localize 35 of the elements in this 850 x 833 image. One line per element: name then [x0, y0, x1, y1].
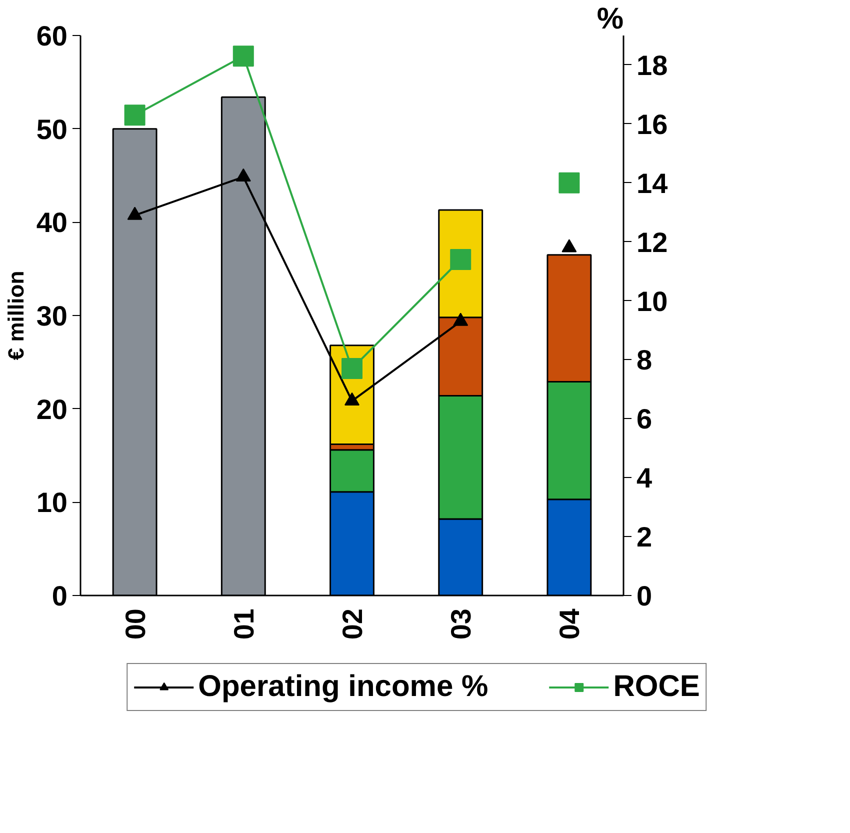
y-tick-label: 0	[52, 580, 68, 612]
y-tick-label: 30	[36, 300, 68, 332]
point	[124, 104, 146, 126]
legend-label: Operating income %	[198, 670, 488, 704]
point	[453, 312, 468, 326]
x-tick-label: 04	[554, 608, 586, 640]
legend-label: ROCE	[613, 670, 700, 704]
x-tick-label: 00	[120, 608, 151, 640]
y-axis-title: € million	[3, 270, 28, 360]
y2-tick-label: 18	[636, 50, 668, 81]
y2-tick-label: 2	[636, 522, 652, 553]
x-tick-label: 01	[228, 608, 260, 640]
y2-tick-label: 10	[636, 286, 668, 317]
y-tick-label: 50	[36, 114, 68, 145]
point	[562, 239, 577, 252]
point	[232, 46, 254, 67]
y-tick-label: 60	[36, 20, 68, 52]
y2-tick-label: 4	[636, 462, 652, 494]
x-tick-label: 03	[446, 608, 477, 640]
y2-tick-label: 8	[636, 344, 652, 376]
y-tick-label: 40	[36, 207, 68, 238]
y2-tick-label: 6	[636, 404, 652, 435]
y-tick-label: 10	[36, 487, 68, 518]
y2-axis-title: %	[596, 2, 624, 36]
point	[450, 249, 472, 270]
point	[558, 172, 580, 194]
x-tick-label: 02	[337, 608, 368, 640]
y2-tick-label: 0	[636, 580, 652, 612]
y-tick-label: 20	[36, 394, 68, 425]
point	[127, 206, 142, 220]
point	[236, 168, 251, 182]
y2-tick-label: 12	[636, 226, 668, 258]
point	[344, 392, 360, 406]
y2-tick-label: 16	[636, 108, 668, 140]
y2-tick-label: 14	[636, 168, 668, 199]
